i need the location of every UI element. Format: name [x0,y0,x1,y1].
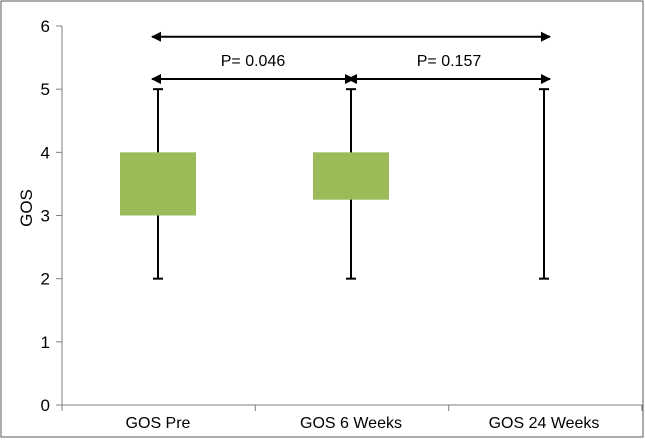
y-tick-label: 4 [41,143,50,162]
box-1 [120,88,196,280]
box-3 [539,88,549,280]
y-tick-label: 2 [41,270,50,289]
x-tick-label: GOS 24 Weeks [489,415,600,432]
y-tick-label: 5 [41,80,50,99]
y-tick-label: 0 [41,396,50,415]
comparison-3: P= 0.157 [347,53,551,85]
iqr-box [313,152,389,200]
p-value-label: P= 0.046 [221,53,286,70]
comparison-2: P= 0.046 [151,53,355,85]
x-tick-label: GOS Pre [126,415,191,432]
box-2 [313,88,389,280]
comparison-arrows: P= 0.046 P= 0.157 [151,31,551,85]
p-value-label: P= 0.157 [417,53,482,70]
y-tick-label: 1 [41,333,50,352]
y-axis-label: GOS [17,189,36,227]
x-tick-label: GOS 6 Weeks [300,415,402,432]
boxes [120,88,549,280]
y-tick-label: 3 [41,207,50,226]
iqr-box [120,152,196,216]
axes: 0 1 2 3 4 5 6 GOS Pre GOS 6 Weeks GOS 24 Weeks [41,17,643,432]
y-tick-label: 6 [41,17,50,36]
